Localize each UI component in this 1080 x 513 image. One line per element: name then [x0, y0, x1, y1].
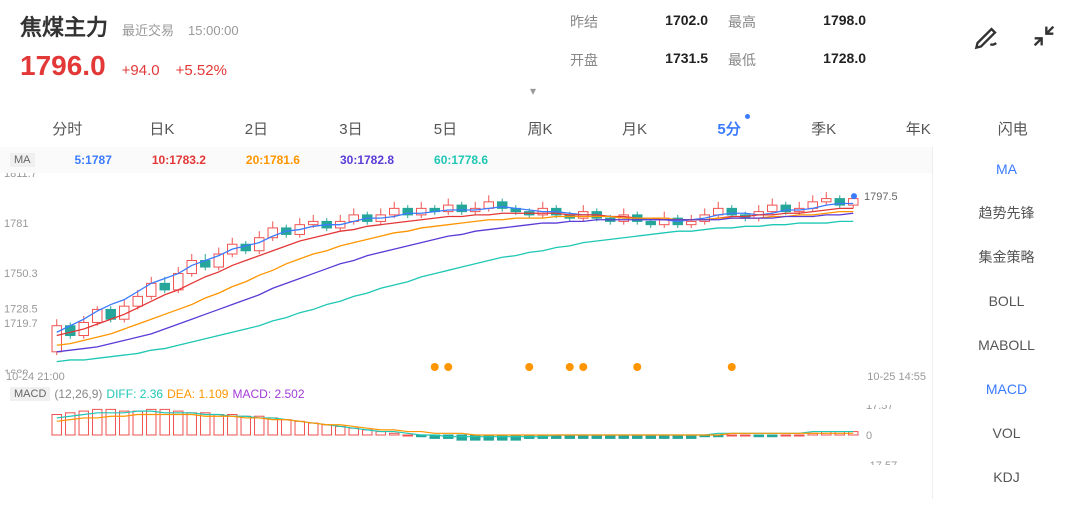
svg-text:-17.57: -17.57 — [866, 460, 897, 465]
indicator-VOL[interactable]: VOL — [933, 411, 1080, 455]
indicator-MA[interactable]: MA — [933, 147, 1080, 191]
svg-text:17.57: 17.57 — [866, 405, 894, 412]
tab-季K[interactable]: 季K — [776, 110, 871, 147]
tab-闪电[interactable]: 闪电 — [965, 110, 1060, 147]
open-label: 开盘 — [570, 50, 598, 82]
high-label: 最高 — [728, 12, 756, 44]
ma-badge: MA — [10, 153, 35, 167]
tab-周K[interactable]: 周K — [493, 110, 588, 147]
ma-legend: MA 5:1787 10:1783.2 20:1781.6 30:1782.8 60:1… — [0, 147, 932, 173]
prev-close-label: 昨结 — [570, 12, 598, 44]
tab-月K[interactable]: 月K — [587, 110, 682, 147]
ma-legend-item: 5:1787 — [75, 153, 112, 167]
tab-5分[interactable]: 5分 — [682, 110, 777, 147]
x-axis-end: 10-25 14:55 — [867, 371, 926, 383]
symbol-name: 焦煤主力 — [20, 10, 108, 42]
x-axis-start: 10-24 21:00 — [6, 371, 65, 383]
svg-text:1719.7: 1719.7 — [4, 318, 38, 330]
svg-text:0: 0 — [866, 430, 872, 442]
svg-text:1750.3: 1750.3 — [4, 268, 38, 280]
candlestick-chart[interactable]: 1811.717811750.31728.51719.716891797.5 — [0, 173, 920, 373]
prev-close-value: 1702.0 — [618, 12, 708, 44]
last-trade-label: 最近交易 — [122, 20, 174, 39]
tab-日K[interactable]: 日K — [115, 110, 210, 147]
indicator-趋势先锋[interactable]: 趋势先锋 — [933, 191, 1080, 235]
indicator-MABOLL[interactable]: MABOLL — [933, 323, 1080, 367]
tab-年K[interactable]: 年K — [871, 110, 966, 147]
interval-tabs: 分时日K2日3日5日周K月K5分季K年K闪电 — [0, 110, 1080, 147]
macd-value: MACD: 2.502 — [232, 387, 304, 401]
low-label: 最低 — [728, 50, 756, 82]
svg-text:1811.7: 1811.7 — [4, 173, 37, 180]
quote-header: 焦煤主力 最近交易 15:00:00 1796.0 +94.0 +5.52% 昨… — [0, 0, 1080, 82]
macd-params: (12,26,9) — [54, 387, 102, 401]
tab-3日[interactable]: 3日 — [304, 110, 399, 147]
diff-value: DIFF: 2.36 — [106, 387, 163, 401]
price-change: +94.0 — [122, 62, 160, 79]
dea-value: DEA: 1.109 — [167, 387, 228, 401]
indicator-MACD[interactable]: MACD — [933, 367, 1080, 411]
svg-text:1781: 1781 — [4, 218, 28, 230]
ma-legend-item: 60:1778.6 — [434, 153, 488, 167]
ma-legend-item: 30:1782.8 — [340, 153, 394, 167]
indicator-sidebar: MA趋势先锋集金策略BOLLMABOLLMACDVOLKDJ — [932, 147, 1080, 499]
low-value: 1728.0 — [776, 50, 866, 82]
tab-2日[interactable]: 2日 — [209, 110, 304, 147]
macd-legend: MACD (12,26,9) DIFF: 2.36 DEA: 1.109 MAC… — [0, 383, 932, 405]
svg-text:1728.5: 1728.5 — [4, 304, 38, 316]
indicator-KDJ[interactable]: KDJ — [933, 455, 1080, 499]
tab-5日[interactable]: 5日 — [398, 110, 493, 147]
high-value: 1798.0 — [776, 12, 866, 44]
indicator-集金策略[interactable]: 集金策略 — [933, 235, 1080, 279]
macd-badge: MACD — [10, 387, 50, 401]
collapse-icon[interactable] — [1030, 22, 1058, 55]
indicator-BOLL[interactable]: BOLL — [933, 279, 1080, 323]
ma-legend-item: 10:1783.2 — [152, 153, 206, 167]
open-value: 1731.5 — [618, 50, 708, 82]
last-price: 1796.0 — [20, 50, 106, 82]
dropdown-icon[interactable]: ▾ — [530, 84, 536, 98]
ma-legend-item: 20:1781.6 — [246, 153, 300, 167]
draw-icon[interactable] — [974, 22, 1002, 55]
tab-分时[interactable]: 分时 — [20, 110, 115, 147]
last-trade-time: 15:00:00 — [188, 23, 239, 38]
svg-text:1797.5: 1797.5 — [864, 191, 898, 203]
quote-stats: 昨结 1702.0 最高 1798.0 开盘 1731.5 最低 1728.0 — [570, 12, 866, 82]
price-change-pct: +5.52% — [176, 62, 227, 79]
macd-chart[interactable]: 17.57 0 -17.57 — [0, 405, 920, 465]
